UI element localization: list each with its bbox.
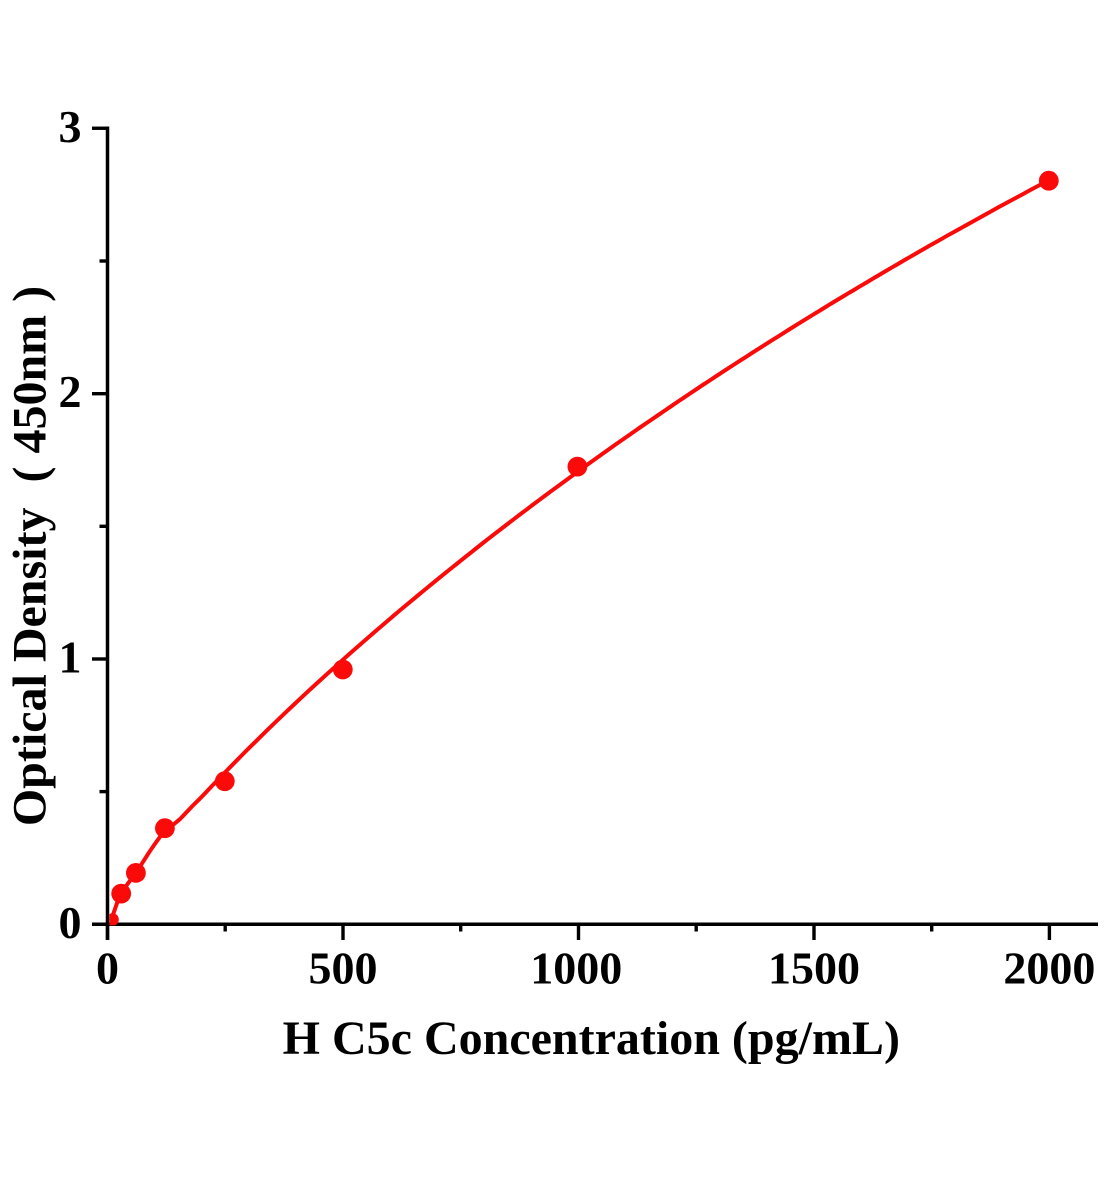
svg-text:1000: 1000: [530, 943, 622, 994]
svg-text:H C5c Concentration (pg/mL): H C5c Concentration (pg/mL): [283, 1012, 900, 1065]
svg-text:1: 1: [59, 632, 82, 683]
svg-text:1500: 1500: [768, 943, 860, 994]
svg-text:500: 500: [309, 943, 378, 994]
svg-text:2: 2: [59, 366, 82, 417]
svg-text:3: 3: [59, 101, 82, 152]
svg-text:0: 0: [96, 943, 119, 994]
svg-text:Optical Density (450nm): Optical Density (450nm): [4, 286, 57, 826]
svg-text:2000: 2000: [1003, 943, 1095, 994]
svg-text:0: 0: [59, 897, 82, 948]
